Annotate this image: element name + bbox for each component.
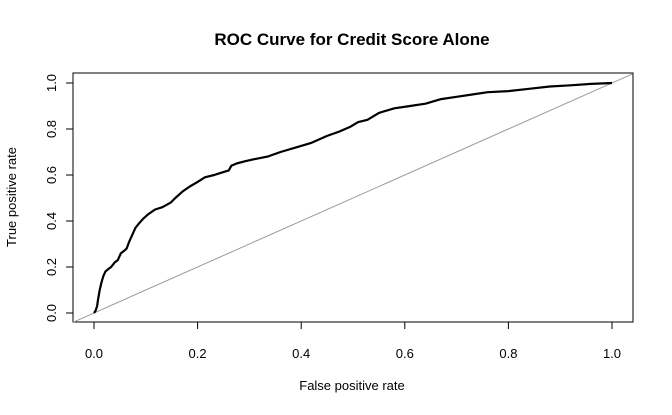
- x-axis-title: False positive rate: [299, 378, 405, 393]
- y-tick-label: 0.2: [44, 258, 59, 276]
- y-tick-label: 0.4: [44, 212, 59, 230]
- y-tick-label: 0.8: [44, 120, 59, 138]
- roc-curve-line: [93, 81, 613, 314]
- y-axis: 0.0 0.2 0.4 0.6 0.8 1.0: [44, 74, 74, 322]
- chart-title: ROC Curve for Credit Score Alone: [214, 30, 489, 49]
- y-tick-label: 0.0: [44, 304, 59, 322]
- y-tick-label: 1.0: [44, 74, 59, 92]
- x-tick-label: 1.0: [603, 346, 621, 361]
- x-tick-label: 0.2: [189, 346, 207, 361]
- y-tick-label: 0.6: [44, 166, 59, 184]
- x-tick-label: 0.4: [292, 346, 310, 361]
- x-axis: 0.0 0.2 0.4 0.6 0.8 1.0: [85, 321, 621, 361]
- x-tick-label: 0.8: [499, 346, 517, 361]
- y-axis-title: True positive rate: [4, 147, 19, 247]
- x-tick-label: 0.0: [85, 346, 103, 361]
- x-tick-label: 0.6: [396, 346, 414, 361]
- reference-diagonal-line: [73, 73, 633, 323]
